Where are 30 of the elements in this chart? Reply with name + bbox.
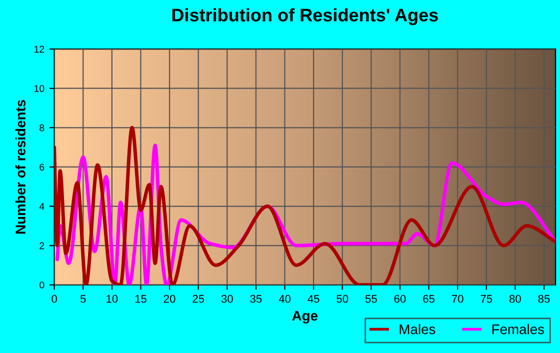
x-tick-label: 40 xyxy=(278,294,290,303)
x-tick-label: 85 xyxy=(538,294,550,303)
y-tick-label: 10 xyxy=(34,85,44,92)
y-tick-label: 12 xyxy=(34,46,44,53)
x-tick-label: 75 xyxy=(480,295,492,303)
x-tick-label: 5 xyxy=(80,295,86,303)
x-tick-label: 50 xyxy=(336,294,348,303)
x-tick-label: 80 xyxy=(509,294,521,303)
chart-title: Distribution of Residents' Ages xyxy=(172,8,438,26)
y-tick-label: 8 xyxy=(40,124,44,132)
x-tick-label: 30 xyxy=(221,294,233,303)
legend-label: Females xyxy=(492,324,544,334)
y-tick-label: 6 xyxy=(40,164,44,171)
x-tick-label: 20 xyxy=(164,294,176,303)
y-axis-title: Number of residents xyxy=(15,100,26,234)
x-tick-label: 60 xyxy=(394,294,406,303)
x-tick-label: 45 xyxy=(308,295,320,303)
x-tick-label: 25 xyxy=(192,294,204,303)
x-tick-label: 10 xyxy=(106,294,118,303)
y-tick-label: 2 xyxy=(40,242,44,250)
x-tick-label: 65 xyxy=(423,294,434,303)
legend-label: Males xyxy=(400,324,436,334)
x-tick-label: 35 xyxy=(250,294,262,303)
y-tick-label: 4 xyxy=(39,203,44,210)
x-tick-label: 15 xyxy=(135,295,146,303)
x-tick-label: 55 xyxy=(365,295,377,303)
x-tick-label: 0 xyxy=(52,294,57,303)
y-tick-label: 0 xyxy=(40,282,44,288)
x-axis-title: Age xyxy=(292,310,318,324)
x-tick-label: 70 xyxy=(452,294,464,303)
